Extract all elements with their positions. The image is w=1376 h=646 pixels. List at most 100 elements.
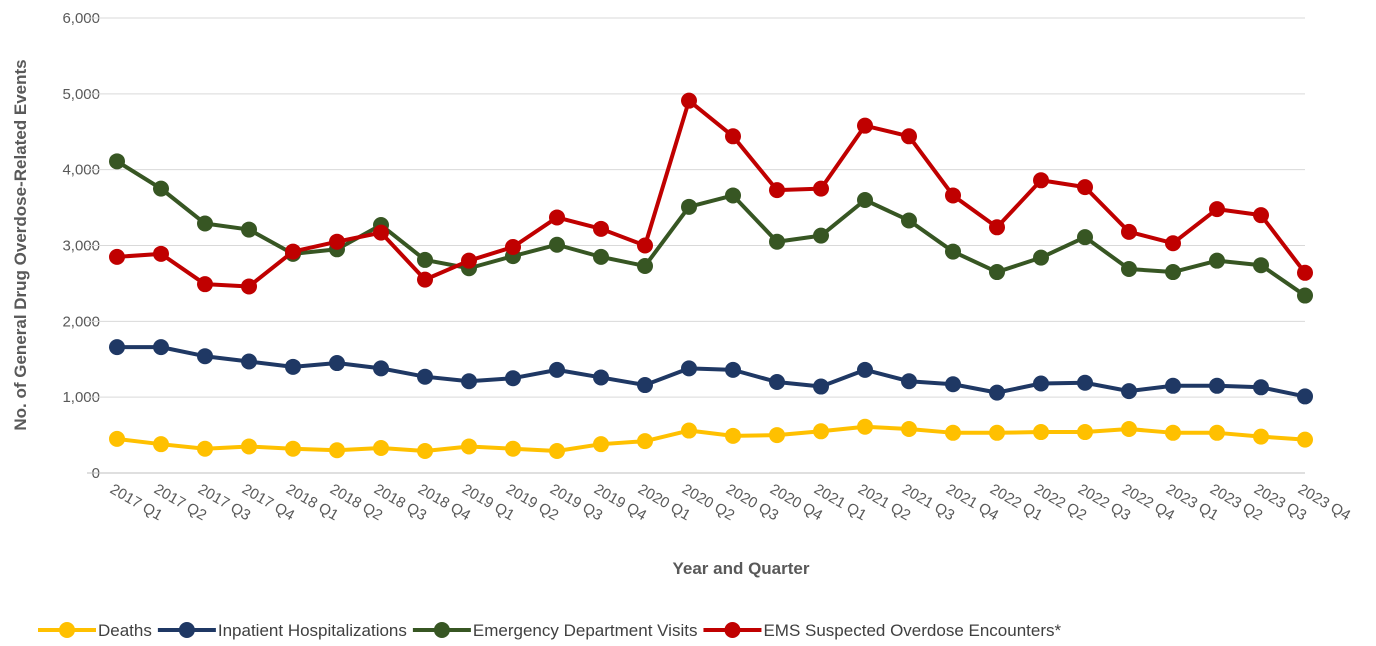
data-point	[153, 245, 169, 262]
data-point	[725, 128, 741, 145]
data-point	[1121, 223, 1137, 240]
data-point	[681, 92, 697, 109]
legend-label: Inpatient Hospitalizations	[218, 621, 407, 640]
data-point	[945, 187, 961, 204]
legend: Deaths Inpatient Hospitalizations Emergenc…	[38, 621, 1061, 640]
data-point	[329, 233, 345, 250]
data-point	[637, 237, 653, 254]
data-point	[945, 424, 961, 441]
legend-marker	[724, 622, 741, 638]
data-point	[813, 423, 829, 440]
y-tick-label: 3,000	[62, 238, 100, 255]
data-point	[637, 257, 653, 274]
data-point	[989, 424, 1005, 441]
data-point	[1165, 235, 1181, 252]
data-point	[901, 212, 917, 229]
data-point	[1033, 249, 1049, 266]
data-point	[1253, 207, 1269, 224]
series-line	[116, 424, 1306, 454]
data-point	[109, 430, 125, 447]
data-point	[505, 370, 521, 387]
data-point	[681, 360, 697, 377]
data-point	[1209, 252, 1225, 269]
data-point	[637, 377, 653, 394]
data-point	[813, 378, 829, 395]
data-point	[593, 220, 609, 237]
data-point	[197, 276, 213, 293]
data-point	[945, 243, 961, 260]
data-point	[681, 198, 697, 215]
data-point	[197, 215, 213, 232]
data-point	[109, 339, 125, 356]
data-point	[1033, 172, 1049, 189]
data-point	[549, 361, 565, 378]
data-point	[769, 233, 785, 250]
data-point	[857, 418, 873, 435]
data-point	[417, 271, 433, 288]
data-point	[1077, 179, 1093, 196]
data-point	[1165, 377, 1181, 394]
data-point	[417, 251, 433, 268]
data-point	[901, 128, 917, 145]
data-point	[373, 439, 389, 456]
data-point	[549, 236, 565, 253]
data-point	[241, 353, 257, 370]
data-point	[153, 180, 169, 197]
data-point	[989, 219, 1005, 236]
data-point	[989, 384, 1005, 401]
data-point	[1165, 264, 1181, 281]
data-point	[1165, 424, 1181, 441]
data-point	[1209, 201, 1225, 218]
data-point	[109, 248, 125, 265]
data-point	[989, 264, 1005, 281]
data-point	[461, 373, 477, 390]
legend-label: EMS Suspected Overdose Encounters*	[763, 621, 1061, 640]
series-line	[116, 98, 1307, 289]
data-point	[1297, 431, 1313, 448]
data-point	[1297, 287, 1313, 304]
series-line	[115, 159, 1307, 298]
data-point	[813, 180, 829, 197]
data-point	[505, 239, 521, 256]
y-tick-label: 6,000	[62, 10, 100, 27]
data-point	[769, 374, 785, 390]
data-point	[417, 368, 433, 385]
data-point	[813, 227, 829, 244]
x-axis-title: Year and Quarter	[672, 559, 809, 578]
data-point	[725, 361, 741, 378]
data-point	[417, 443, 433, 460]
data-point	[1297, 388, 1313, 405]
data-point	[593, 436, 609, 453]
data-point	[153, 436, 169, 453]
y-tick-label: 1,000	[62, 389, 100, 406]
legend-marker	[59, 622, 75, 638]
legend-marker	[433, 622, 450, 638]
data-point	[901, 421, 917, 438]
data-point	[285, 440, 301, 457]
data-point	[725, 427, 741, 444]
data-point	[857, 361, 873, 378]
data-point	[1253, 379, 1269, 396]
legend-label: Deaths	[98, 621, 152, 640]
data-point	[769, 182, 785, 199]
data-point	[945, 376, 961, 393]
data-point	[241, 438, 257, 455]
data-point	[725, 187, 741, 204]
data-point	[1121, 261, 1137, 278]
data-point	[1121, 421, 1137, 438]
data-point	[1077, 374, 1093, 391]
data-point	[769, 427, 785, 444]
y-tick-label: 5,000	[62, 86, 100, 103]
data-point	[1121, 383, 1137, 400]
legend-label: Emergency Department Visits	[473, 621, 698, 640]
y-tick-label: 2,000	[62, 313, 100, 330]
data-point	[637, 433, 653, 450]
data-point	[1253, 428, 1269, 445]
data-point	[593, 369, 609, 386]
data-point	[1209, 377, 1225, 394]
data-point	[197, 440, 213, 457]
data-point	[1297, 264, 1313, 281]
data-point	[505, 440, 521, 457]
legend-marker	[178, 622, 195, 638]
